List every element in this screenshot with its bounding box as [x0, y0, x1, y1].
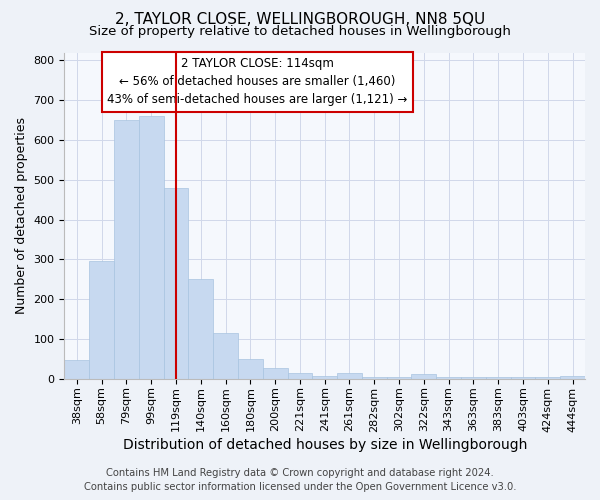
- Bar: [436, 377, 461, 379]
- Bar: [287, 373, 313, 379]
- Y-axis label: Number of detached properties: Number of detached properties: [15, 117, 28, 314]
- Bar: [213, 333, 238, 379]
- Text: Contains HM Land Registry data © Crown copyright and database right 2024.
Contai: Contains HM Land Registry data © Crown c…: [84, 468, 516, 492]
- Bar: [560, 376, 585, 379]
- Bar: [188, 280, 213, 379]
- Bar: [114, 120, 139, 379]
- Text: Size of property relative to detached houses in Wellingborough: Size of property relative to detached ho…: [89, 25, 511, 38]
- Bar: [263, 368, 287, 379]
- X-axis label: Distribution of detached houses by size in Wellingborough: Distribution of detached houses by size …: [122, 438, 527, 452]
- Bar: [337, 373, 362, 379]
- Bar: [461, 377, 486, 379]
- Bar: [486, 377, 511, 379]
- Bar: [535, 377, 560, 379]
- Bar: [412, 374, 436, 379]
- Bar: [386, 377, 412, 379]
- Bar: [139, 116, 164, 379]
- Bar: [164, 188, 188, 379]
- Bar: [238, 359, 263, 379]
- Text: 2 TAYLOR CLOSE: 114sqm
← 56% of detached houses are smaller (1,460)
43% of semi-: 2 TAYLOR CLOSE: 114sqm ← 56% of detached…: [107, 58, 407, 106]
- Bar: [313, 376, 337, 379]
- Text: 2, TAYLOR CLOSE, WELLINGBOROUGH, NN8 5QU: 2, TAYLOR CLOSE, WELLINGBOROUGH, NN8 5QU: [115, 12, 485, 28]
- Bar: [511, 377, 535, 379]
- Bar: [89, 262, 114, 379]
- Bar: [362, 377, 386, 379]
- Bar: [64, 360, 89, 379]
